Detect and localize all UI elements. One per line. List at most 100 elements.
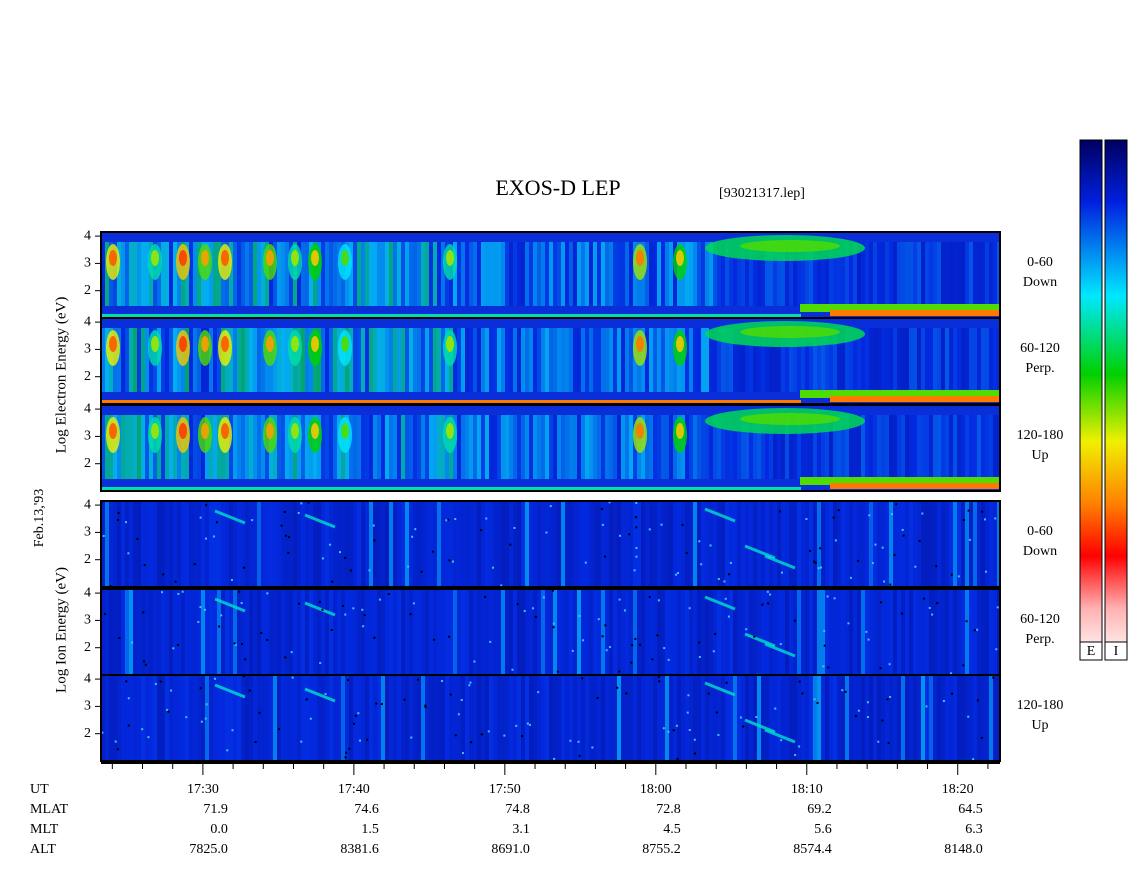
spectrogram-column	[229, 675, 233, 761]
spectrogram-column	[937, 242, 941, 306]
spectrogram-column	[745, 501, 749, 587]
spectrogram-column	[613, 415, 617, 479]
spectrogram-column	[413, 675, 417, 761]
spectrogram-column	[757, 328, 761, 392]
spectrogram-column	[741, 242, 745, 306]
spectrogram-column	[517, 675, 521, 761]
spectrogram-column	[725, 328, 729, 392]
spectrogram-column	[941, 242, 945, 306]
spectrogram-column	[597, 328, 601, 392]
spectrogram-column	[929, 501, 933, 587]
spectrogram-column	[693, 328, 697, 392]
spectrogram-dot	[297, 511, 300, 514]
spectrogram-dot	[162, 573, 165, 576]
spectrogram-column	[797, 415, 801, 479]
spectrogram-column	[153, 589, 157, 675]
spectrogram-column	[473, 589, 477, 675]
spectrogram-dot	[819, 566, 822, 569]
spectrogram-column	[817, 675, 821, 761]
spectrogram-column	[921, 589, 925, 675]
spectrogram-dot	[361, 608, 364, 611]
spectrogram-column	[761, 328, 765, 392]
spectrogram-column	[101, 415, 105, 479]
spectrogram-column	[409, 675, 413, 761]
spectrogram-column	[769, 328, 773, 392]
spectrogram-column	[213, 675, 217, 761]
spectrogram-column	[233, 328, 237, 392]
spectrogram-column	[993, 675, 997, 761]
spectrogram-dot	[672, 729, 675, 732]
spectrogram-column	[909, 589, 913, 675]
spectrogram-column	[613, 675, 617, 761]
spectrogram-column	[353, 415, 357, 479]
spectrogram-column	[585, 675, 589, 761]
spectrogram-column	[689, 415, 693, 479]
spectrogram-column	[825, 675, 829, 761]
spectrogram-column	[661, 242, 665, 306]
spectrogram-column	[289, 589, 293, 675]
spectrogram-column	[341, 675, 345, 761]
spectrogram-column	[717, 242, 721, 306]
spectrogram-column	[225, 589, 229, 675]
spectrogram-column	[597, 415, 601, 479]
spectrogram-column	[601, 501, 605, 587]
spectrogram-column	[933, 415, 937, 479]
spectrogram-column	[477, 328, 481, 392]
spectrogram-column	[869, 242, 873, 306]
spectrogram-column	[685, 328, 689, 392]
spectrogram-column	[249, 242, 253, 306]
spectrogram-column	[617, 501, 621, 587]
spectrogram-column	[425, 675, 429, 761]
spectrogram-column	[481, 501, 485, 587]
spectrogram-column	[389, 415, 393, 479]
spectrogram-column	[869, 501, 873, 587]
spectrogram-column	[317, 589, 321, 675]
spectrogram-blob	[636, 250, 644, 266]
spectrogram-dot	[834, 539, 837, 542]
spectrogram-column	[145, 415, 149, 479]
spectrogram-column	[737, 501, 741, 587]
spectrogram-dot	[813, 560, 816, 563]
spectrogram-column	[677, 675, 681, 761]
spectrogram-column	[957, 589, 961, 675]
spectrogram-column	[817, 328, 821, 392]
spectrogram-dot	[902, 534, 905, 537]
spectrogram-column	[933, 501, 937, 587]
spectrogram-column	[653, 415, 657, 479]
spectrogram-column	[685, 415, 689, 479]
spectrogram-column	[833, 415, 837, 479]
spectrogram-column	[593, 675, 597, 761]
spectrogram-column	[853, 328, 857, 392]
spectrogram-column	[197, 242, 201, 306]
spectrogram-column	[213, 242, 217, 306]
spectrogram-dot	[454, 518, 457, 521]
spectrogram-column	[853, 675, 857, 761]
spectrogram-column	[257, 415, 261, 479]
spectrogram-column	[521, 675, 525, 761]
spectrogram-column	[125, 675, 129, 761]
spectrogram-column	[281, 242, 285, 306]
spectrogram-dot	[200, 720, 203, 723]
spectrogram-column	[469, 415, 473, 479]
spectrogram-column	[965, 242, 969, 306]
spectrogram-column	[153, 501, 157, 587]
spectrogram-column	[585, 328, 589, 392]
spectrogram-column	[225, 675, 229, 761]
spectrogram-dot	[923, 597, 926, 600]
spectrogram-column	[297, 675, 301, 761]
spectrogram-column	[989, 328, 993, 392]
spectrogram-streak	[744, 632, 776, 648]
spectrogram-column	[837, 242, 841, 306]
spectrogram-column	[749, 675, 753, 761]
spectrogram-dot	[131, 641, 134, 644]
spectrogram-column	[585, 242, 589, 306]
spectrogram-column	[961, 328, 965, 392]
spectrogram-column	[941, 501, 945, 587]
spectrogram-column	[733, 328, 737, 392]
spectrogram-dot	[813, 698, 816, 701]
spectrogram-column	[525, 242, 529, 306]
spectrogram-column	[305, 589, 309, 675]
spectrogram-column	[545, 242, 549, 306]
spectrogram-column	[913, 415, 917, 479]
spectrogram-column	[133, 501, 137, 587]
